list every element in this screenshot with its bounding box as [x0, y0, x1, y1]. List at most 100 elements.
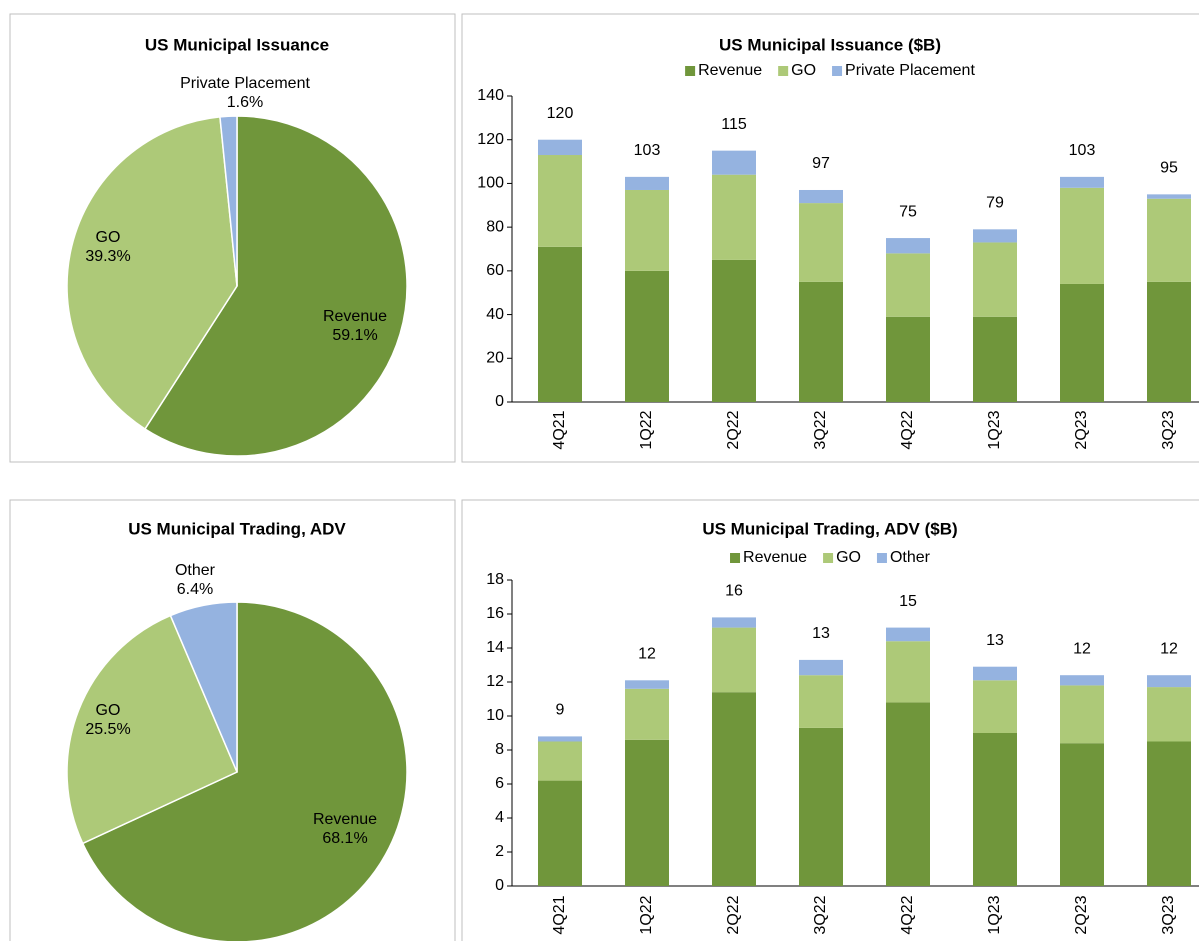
chart-title: US Municipal Issuance ($B): [719, 35, 941, 54]
bar-segment: [1147, 741, 1191, 886]
slice-value-label: 68.1%: [322, 830, 367, 847]
x-tick-label: 3Q23: [1160, 410, 1177, 449]
total-label: 15: [899, 593, 917, 610]
panel: [9, 499, 456, 941]
x-tick-label: 2Q23: [1073, 410, 1090, 449]
bar-segment: [799, 281, 843, 402]
slice-label: Revenue: [313, 811, 377, 828]
slice-value-label: 59.1%: [332, 327, 377, 344]
pie-slice: [81, 601, 408, 941]
bar-segment: [1147, 194, 1191, 199]
legend-swatch: [823, 553, 834, 563]
y-tick-label: 20: [486, 350, 504, 367]
chart-title: US Municipal Trading, ADV ($B): [702, 519, 957, 538]
bar-segment: [538, 741, 582, 781]
bar-segment: [712, 692, 756, 886]
x-tick-label: 2Q22: [725, 895, 742, 934]
slice-label: Revenue: [323, 308, 387, 325]
chart-title: US Municipal Issuance: [145, 35, 329, 54]
slice-value-label: 25.5%: [85, 721, 130, 738]
total-label: 9: [556, 702, 565, 719]
panel: [9, 13, 456, 463]
pie-slice: [219, 115, 238, 287]
bar-segment: [799, 675, 843, 728]
legend-label: GO: [836, 549, 861, 566]
panel: [461, 13, 1199, 463]
y-tick-label: 16: [486, 605, 504, 622]
y-tick-label: 60: [486, 262, 504, 279]
total-label: 79: [986, 195, 1004, 212]
slice-label: Private Placement: [180, 75, 310, 92]
bar-segment: [1147, 198, 1191, 282]
y-tick-label: 120: [477, 131, 504, 148]
x-tick-label: 1Q22: [638, 410, 655, 449]
legend-swatch: [685, 66, 696, 76]
x-tick-label: 3Q22: [812, 410, 829, 449]
bar-segment: [1060, 675, 1104, 686]
bar-segment: [973, 229, 1017, 243]
total-label: 97: [812, 155, 830, 172]
total-label: 75: [899, 203, 917, 220]
total-label: 12: [1160, 640, 1178, 657]
total-label: 115: [721, 116, 747, 133]
bar-segment: [1147, 281, 1191, 402]
legend-swatch: [778, 66, 789, 76]
pie-slice: [169, 601, 238, 773]
x-tick-label: 1Q23: [986, 895, 1003, 934]
bar-segment: [712, 174, 756, 260]
bar-segment: [625, 739, 669, 886]
bar-segment: [799, 727, 843, 886]
bar-segment: [973, 242, 1017, 317]
y-tick-label: 10: [486, 707, 504, 724]
panel: [461, 499, 1199, 941]
y-tick-label: 14: [486, 639, 504, 656]
bar-segment: [886, 641, 930, 703]
y-tick-label: 18: [486, 571, 504, 588]
bar-segment: [799, 203, 843, 282]
bar-segment: [886, 627, 930, 642]
legend-label: Private Placement: [845, 62, 975, 79]
bar-segment: [538, 736, 582, 742]
slice-label: GO: [96, 229, 121, 246]
bar-segment: [625, 680, 669, 689]
bar-segment: [973, 733, 1017, 886]
bar-segment: [625, 688, 669, 740]
y-tick-label: 4: [495, 809, 504, 826]
bar-segment: [973, 666, 1017, 681]
bar-segment: [1147, 687, 1191, 742]
slice-value-label: 39.3%: [85, 248, 130, 265]
legend-label: Revenue: [743, 549, 807, 566]
legend-swatch: [832, 66, 843, 76]
legend-swatch: [876, 553, 887, 563]
bar-segment: [1147, 675, 1191, 688]
bar-segment: [712, 259, 756, 402]
bar-segment: [1060, 187, 1104, 284]
bar-segment: [538, 246, 582, 402]
chart-title: US Municipal Trading, ADV: [128, 519, 346, 538]
total-label: 13: [812, 625, 830, 642]
x-tick-label: 4Q22: [899, 895, 916, 934]
bar-segment: [625, 176, 669, 190]
y-tick-label: 12: [486, 673, 504, 690]
total-label: 12: [1073, 640, 1091, 657]
bar-segment: [973, 680, 1017, 733]
y-tick-label: 100: [477, 175, 504, 192]
bar-segment: [538, 139, 582, 156]
total-label: 103: [634, 142, 661, 159]
bar-segment: [886, 253, 930, 317]
slice-value-label: 1.6%: [227, 94, 263, 111]
bar-segment: [1060, 176, 1104, 188]
y-tick-label: 6: [495, 775, 504, 792]
y-tick-label: 0: [495, 393, 504, 410]
bar-segment: [712, 617, 756, 628]
legend-label: GO: [791, 62, 816, 79]
y-tick-label: 40: [486, 306, 504, 323]
total-label: 13: [986, 632, 1004, 649]
total-label: 103: [1069, 142, 1096, 159]
bar-segment: [1060, 283, 1104, 402]
pie-slice: [66, 116, 238, 430]
bar-segment: [886, 238, 930, 254]
bar-segment: [973, 316, 1017, 402]
